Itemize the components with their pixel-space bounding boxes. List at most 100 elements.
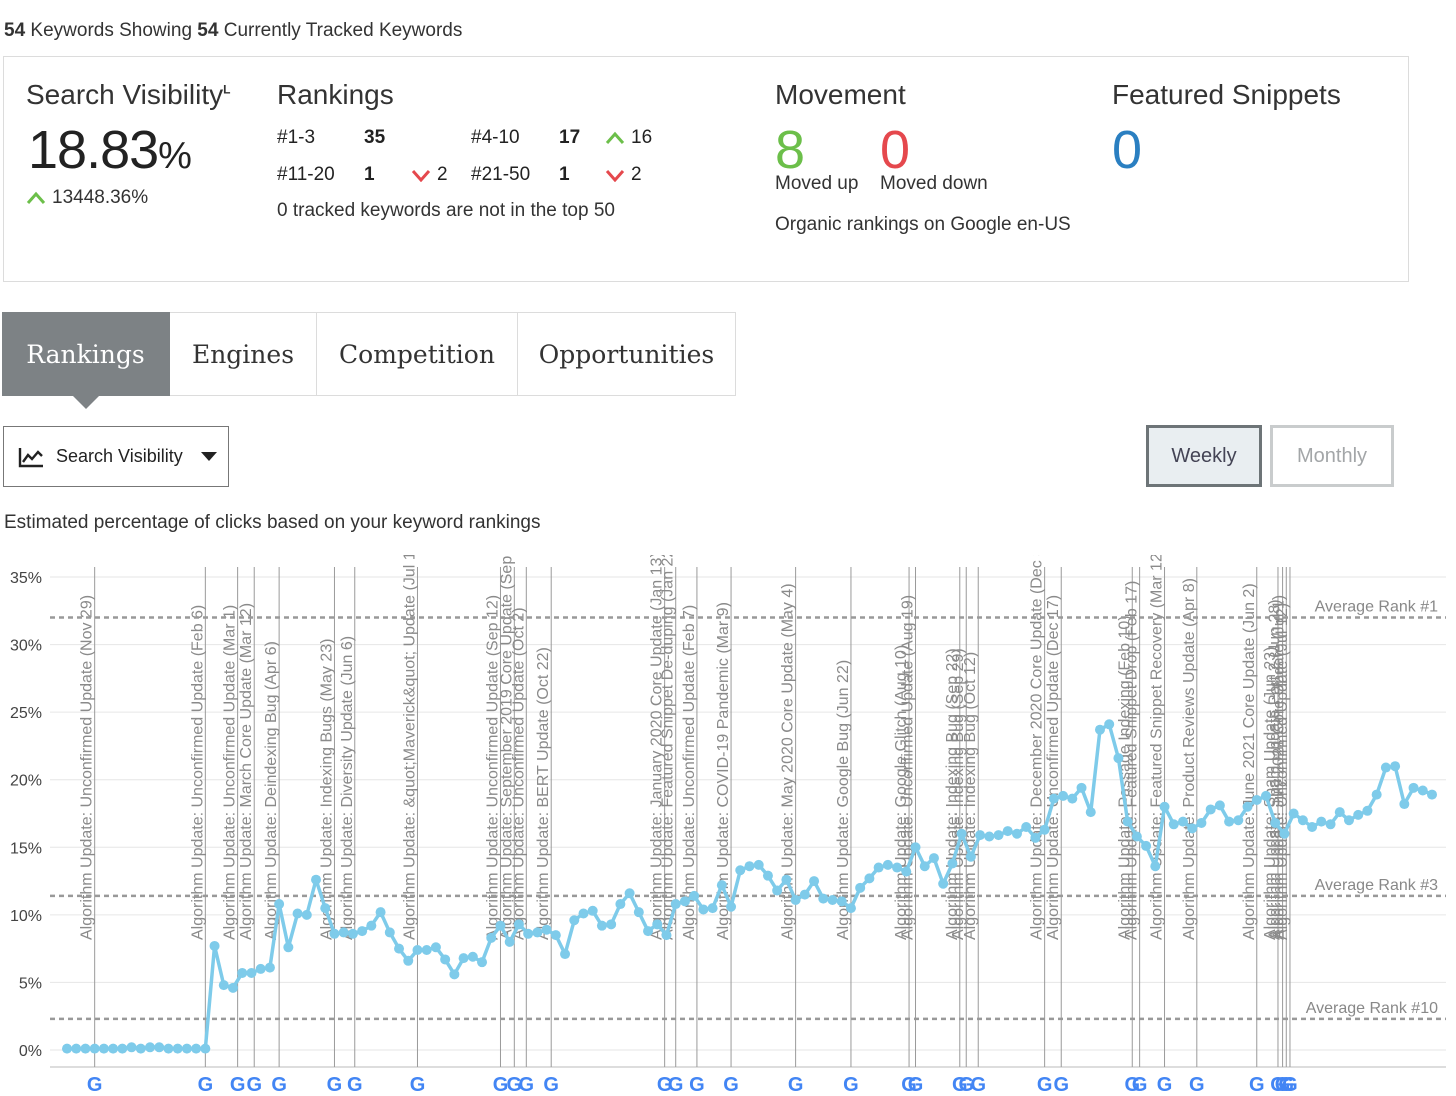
- annotation-label: Algorithm Update: July 2021 Core Update …: [1270, 595, 1287, 940]
- google-icon: G: [1249, 1074, 1265, 1096]
- data-point: [1085, 807, 1096, 818]
- annotation-label: Algorithm Update: Unconfirmed Update (Au…: [900, 595, 917, 940]
- tab-rankings[interactable]: Rankings: [2, 312, 170, 409]
- data-point: [1048, 793, 1059, 804]
- data-point: [108, 1043, 119, 1054]
- data-point: [80, 1043, 91, 1054]
- data-point: [523, 928, 534, 939]
- data-point: [606, 919, 617, 930]
- google-icon: G: [657, 1074, 673, 1096]
- y-tick-label: 25%: [10, 705, 42, 722]
- google-icon: G: [1037, 1074, 1053, 1096]
- annotation-label: Algorithm Update: May 2020 Core Update (…: [780, 583, 797, 940]
- data-point: [449, 969, 460, 980]
- data-point: [726, 901, 737, 912]
- data-point: [772, 885, 783, 896]
- caret-down-icon: [200, 452, 217, 461]
- tab-opportunities[interactable]: Opportunities: [518, 312, 736, 396]
- data-point: [1159, 801, 1170, 812]
- data-point: [919, 861, 930, 872]
- annotation-label: Algorithm Update: &quot;Maverick&quot; U…: [401, 555, 418, 940]
- data-point: [292, 908, 303, 919]
- data-point: [698, 904, 709, 915]
- rank-count: 1: [364, 164, 375, 185]
- y-tick-label: 10%: [10, 908, 42, 925]
- data-point: [1408, 782, 1419, 793]
- movement-title: Movement: [775, 79, 906, 110]
- data-point: [117, 1043, 128, 1054]
- data-point: [827, 894, 838, 905]
- data-point: [412, 944, 423, 955]
- data-point: [1353, 809, 1364, 820]
- data-point: [430, 942, 441, 953]
- y-tick-label: 5%: [19, 975, 42, 992]
- data-point: [790, 894, 801, 905]
- rank-label: #4-10: [471, 127, 520, 148]
- data-point: [191, 1043, 202, 1054]
- annotation-label: Algorithm Update: Unconfirmed Update (De…: [1045, 595, 1062, 940]
- weekly-button[interactable]: Weekly: [1146, 425, 1262, 487]
- google-icon: G: [1132, 1074, 1148, 1096]
- data-point: [753, 859, 764, 870]
- data-point: [366, 920, 377, 931]
- google-icon: G: [507, 1074, 523, 1096]
- data-point: [1270, 817, 1281, 828]
- rank-change: 2: [411, 164, 448, 186]
- rank-count: 17: [559, 127, 581, 148]
- arrow-down-icon: [411, 170, 431, 182]
- google-icon: G: [347, 1074, 363, 1096]
- google-icon: G: [1282, 1074, 1298, 1096]
- data-point: [1279, 828, 1290, 839]
- google-icon: G: [1278, 1074, 1294, 1096]
- data-point: [836, 896, 847, 907]
- annotation-label: Algorithm Update: Indexing Bug (Oct 12): [962, 652, 979, 940]
- data-point: [1288, 808, 1299, 819]
- annotation-label: Algorithm Update: Product Reviews Update…: [1181, 578, 1198, 940]
- rank-change: 16: [605, 127, 652, 149]
- info-icon[interactable]: L: [223, 82, 231, 97]
- metric-select[interactable]: Search Visibility: [3, 426, 229, 487]
- google-icon: G: [327, 1074, 343, 1096]
- data-point: [477, 957, 488, 968]
- data-point: [357, 926, 368, 937]
- data-point: [394, 943, 405, 954]
- data-point: [1067, 793, 1078, 804]
- data-point: [716, 880, 727, 891]
- google-icon: G: [1157, 1074, 1173, 1096]
- data-point: [984, 831, 995, 842]
- data-point: [301, 909, 312, 920]
- tab-engines[interactable]: Engines: [170, 312, 317, 396]
- data-point: [89, 1043, 100, 1054]
- google-icon: G: [493, 1074, 509, 1096]
- data-point: [486, 932, 497, 943]
- data-point: [172, 1043, 183, 1054]
- annotation-label: Algorithm Update: COVID-19 Pandemic (Mar…: [715, 602, 732, 940]
- visibility-unit: %: [158, 135, 192, 177]
- data-point: [624, 888, 635, 899]
- annotation-label: Algorithm Update: Unconfirmed Update (Fe…: [681, 605, 698, 940]
- data-point: [1233, 815, 1244, 826]
- monthly-button[interactable]: Monthly: [1270, 425, 1394, 487]
- google-icon: G: [901, 1074, 917, 1096]
- tracked-label: Currently Tracked Keywords: [223, 20, 463, 41]
- data-point: [1113, 753, 1124, 764]
- annotation-label: Algorithm Update: Unconfirmed Update (Ma…: [222, 605, 239, 940]
- annotation-label: Algorithm Update: Indexing Bug (Sep 22): [944, 648, 961, 940]
- rank-row-1-3: #1-3: [277, 127, 315, 149]
- data-point: [495, 920, 506, 931]
- data-point: [661, 930, 672, 941]
- annotation-label: Algorithm Update: BERT Update (Oct 22): [535, 647, 552, 940]
- data-point: [1334, 807, 1345, 818]
- annotation-label: Algorithm Update: Passage Indexing (Feb …: [1116, 615, 1133, 940]
- annotation-label: Algorithm Update: Unconfirmed Update (Oc…: [510, 607, 527, 940]
- data-point: [928, 853, 939, 864]
- data-point: [1205, 804, 1216, 815]
- tab-competition[interactable]: Competition: [317, 312, 518, 396]
- data-point: [255, 963, 266, 974]
- annotation-label: Algorithm Update: Unconfirmed Update (Fe…: [189, 605, 206, 940]
- data-point: [1417, 785, 1428, 796]
- arrow-up-icon: [605, 131, 625, 144]
- google-icon: G: [410, 1074, 426, 1096]
- data-point: [1325, 819, 1336, 830]
- data-point: [809, 876, 820, 887]
